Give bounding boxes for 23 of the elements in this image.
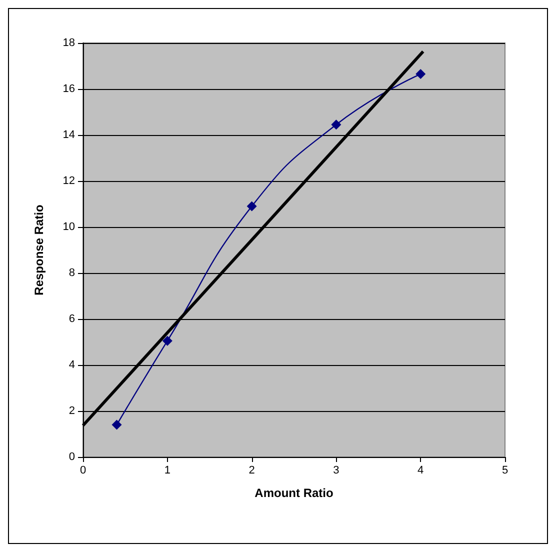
x-tick-label: 4	[418, 464, 424, 476]
y-tick-label: 16	[62, 83, 75, 95]
y-tick-label: 6	[68, 313, 75, 325]
point	[162, 336, 172, 346]
x-tick-label: 3	[333, 464, 340, 476]
y-tick-label: 4	[68, 359, 75, 371]
point	[331, 120, 342, 130]
y-tick-label: 18	[62, 37, 75, 49]
point	[246, 201, 257, 212]
y-tick-label: 8	[68, 267, 75, 279]
x-axis-title: Amount Ratio	[254, 486, 334, 500]
x-tick-label: 2	[248, 464, 255, 476]
point	[112, 420, 122, 430]
y-tick-label: 10	[62, 221, 75, 233]
y-axis-title: Response Ratio	[32, 204, 46, 296]
y-tick-label: 14	[62, 129, 75, 141]
y-tick-label: 2	[68, 405, 75, 417]
y-tick-label: 12	[62, 175, 75, 187]
x-tick-label: 5	[502, 464, 508, 476]
x-tick-label: 0	[80, 464, 86, 476]
y-tick-label: 0	[68, 451, 75, 463]
x-tick-label: 1	[164, 464, 170, 476]
point	[416, 69, 426, 80]
